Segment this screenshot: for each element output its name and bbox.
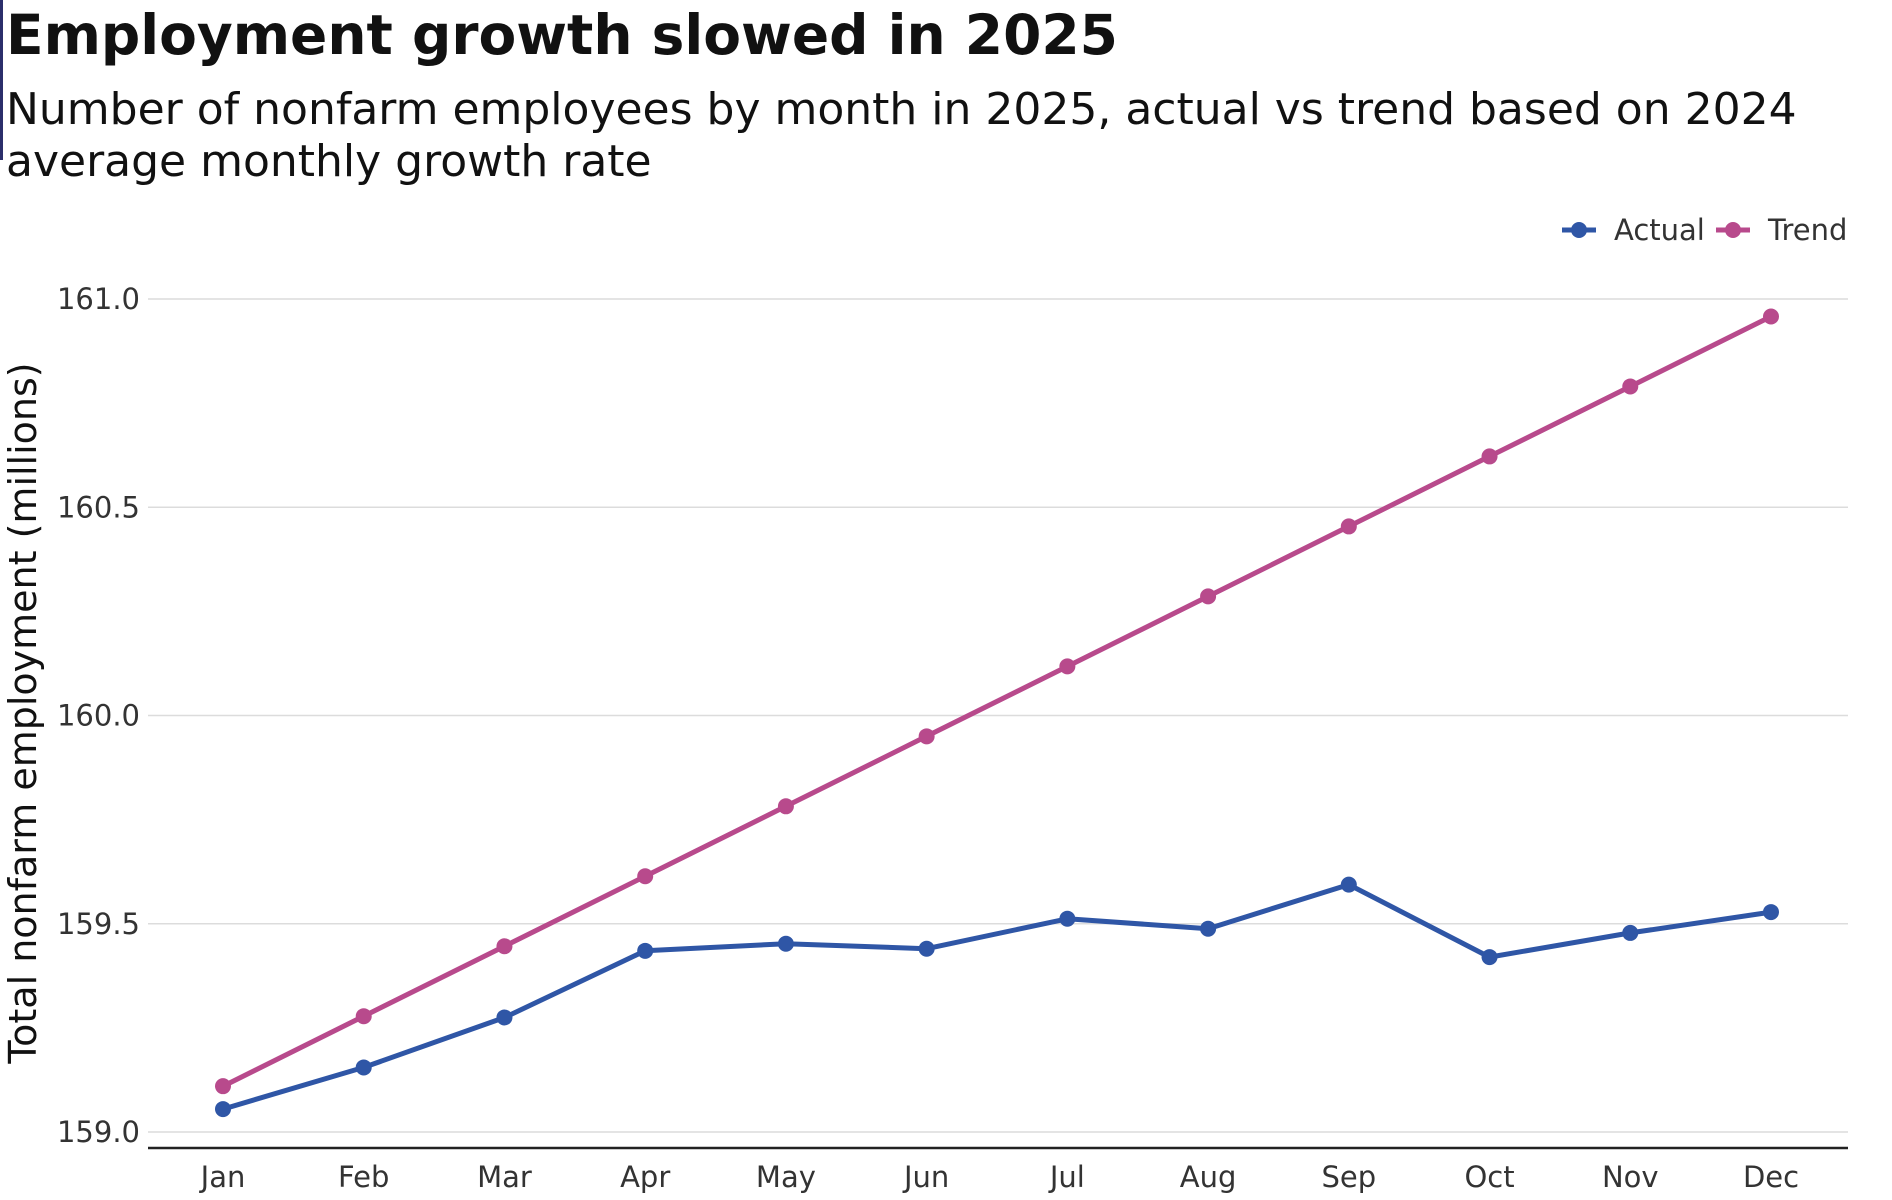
data-point-actual (1763, 904, 1779, 921)
x-tick-label: Jun (902, 1160, 949, 1194)
data-point-trend (1622, 378, 1639, 395)
x-tick-label: Nov (1602, 1160, 1659, 1194)
data-point-trend (1340, 518, 1357, 535)
x-tick-label: May (756, 1160, 816, 1194)
y-tick-label: 159.5 (57, 907, 140, 941)
series-trend (215, 308, 1779, 1095)
x-tick-label: Jan (199, 1160, 246, 1194)
x-tick-label: Aug (1180, 1160, 1237, 1194)
x-tick-label: Oct (1464, 1160, 1514, 1194)
x-tick-label: Mar (477, 1160, 532, 1194)
legend-label: Actual (1614, 213, 1705, 247)
data-point-actual (1481, 949, 1498, 966)
y-tick-label: 160.5 (57, 490, 140, 524)
y-tick-label: 161.0 (57, 282, 140, 316)
data-point-trend (215, 1078, 231, 1095)
data-point-actual (1059, 910, 1076, 927)
y-tick-label: 159.0 (57, 1115, 140, 1149)
x-tick-label: Jul (1048, 1160, 1085, 1194)
data-point-trend (1200, 588, 1217, 605)
legend-label: Trend (1767, 213, 1847, 247)
y-axis-title: Total nonfarm employment (millions) (1, 362, 45, 1064)
series-actual (215, 876, 1779, 1118)
data-point-trend (637, 868, 654, 885)
chart-title: Employment growth slowed in 2025 (6, 3, 1118, 67)
left-edge-accent (0, 0, 3, 160)
data-point-actual (777, 935, 794, 952)
data-point-actual (215, 1101, 231, 1118)
data-point-actual (918, 940, 935, 957)
legend-item-trend: Trend (1716, 213, 1847, 247)
data-point-actual (637, 942, 654, 959)
data-point-trend (918, 728, 935, 745)
series-layer (215, 308, 1779, 1118)
legend: Actual Trend (1562, 213, 1847, 247)
data-point-trend (355, 1008, 372, 1025)
y-tick-label: 160.0 (57, 699, 140, 733)
data-point-actual (1622, 924, 1639, 941)
series-line-trend (220, 314, 1774, 1089)
series-line-actual (220, 882, 1774, 1112)
y-axis-ticks: 159.0 159.5 160.0 160.5 161.0 (57, 282, 140, 1149)
legend-swatch-marker (1571, 222, 1587, 238)
x-tick-label: Sep (1321, 1160, 1376, 1194)
data-point-actual (1340, 876, 1357, 893)
legend-swatch-marker (1725, 222, 1741, 238)
chart-subtitle: Number of nonfarm employees by month in … (6, 84, 1797, 187)
data-point-trend (1481, 448, 1498, 465)
x-tick-label: Apr (620, 1160, 670, 1194)
data-point-trend (496, 938, 513, 955)
data-point-actual (1200, 920, 1217, 937)
data-point-actual (355, 1059, 372, 1076)
legend-item-actual: Actual (1562, 213, 1705, 247)
data-point-trend (1059, 658, 1076, 675)
data-point-actual (496, 1009, 513, 1026)
gridlines (148, 298, 1848, 1133)
x-tick-label: Feb (338, 1160, 389, 1194)
x-tick-label: Dec (1743, 1160, 1799, 1194)
data-point-trend (1763, 308, 1779, 325)
data-point-trend (777, 798, 794, 815)
x-axis-ticks: Jan Feb Mar Apr May Jun Jul Aug Sep Oct Nov Dec (199, 1160, 1799, 1194)
